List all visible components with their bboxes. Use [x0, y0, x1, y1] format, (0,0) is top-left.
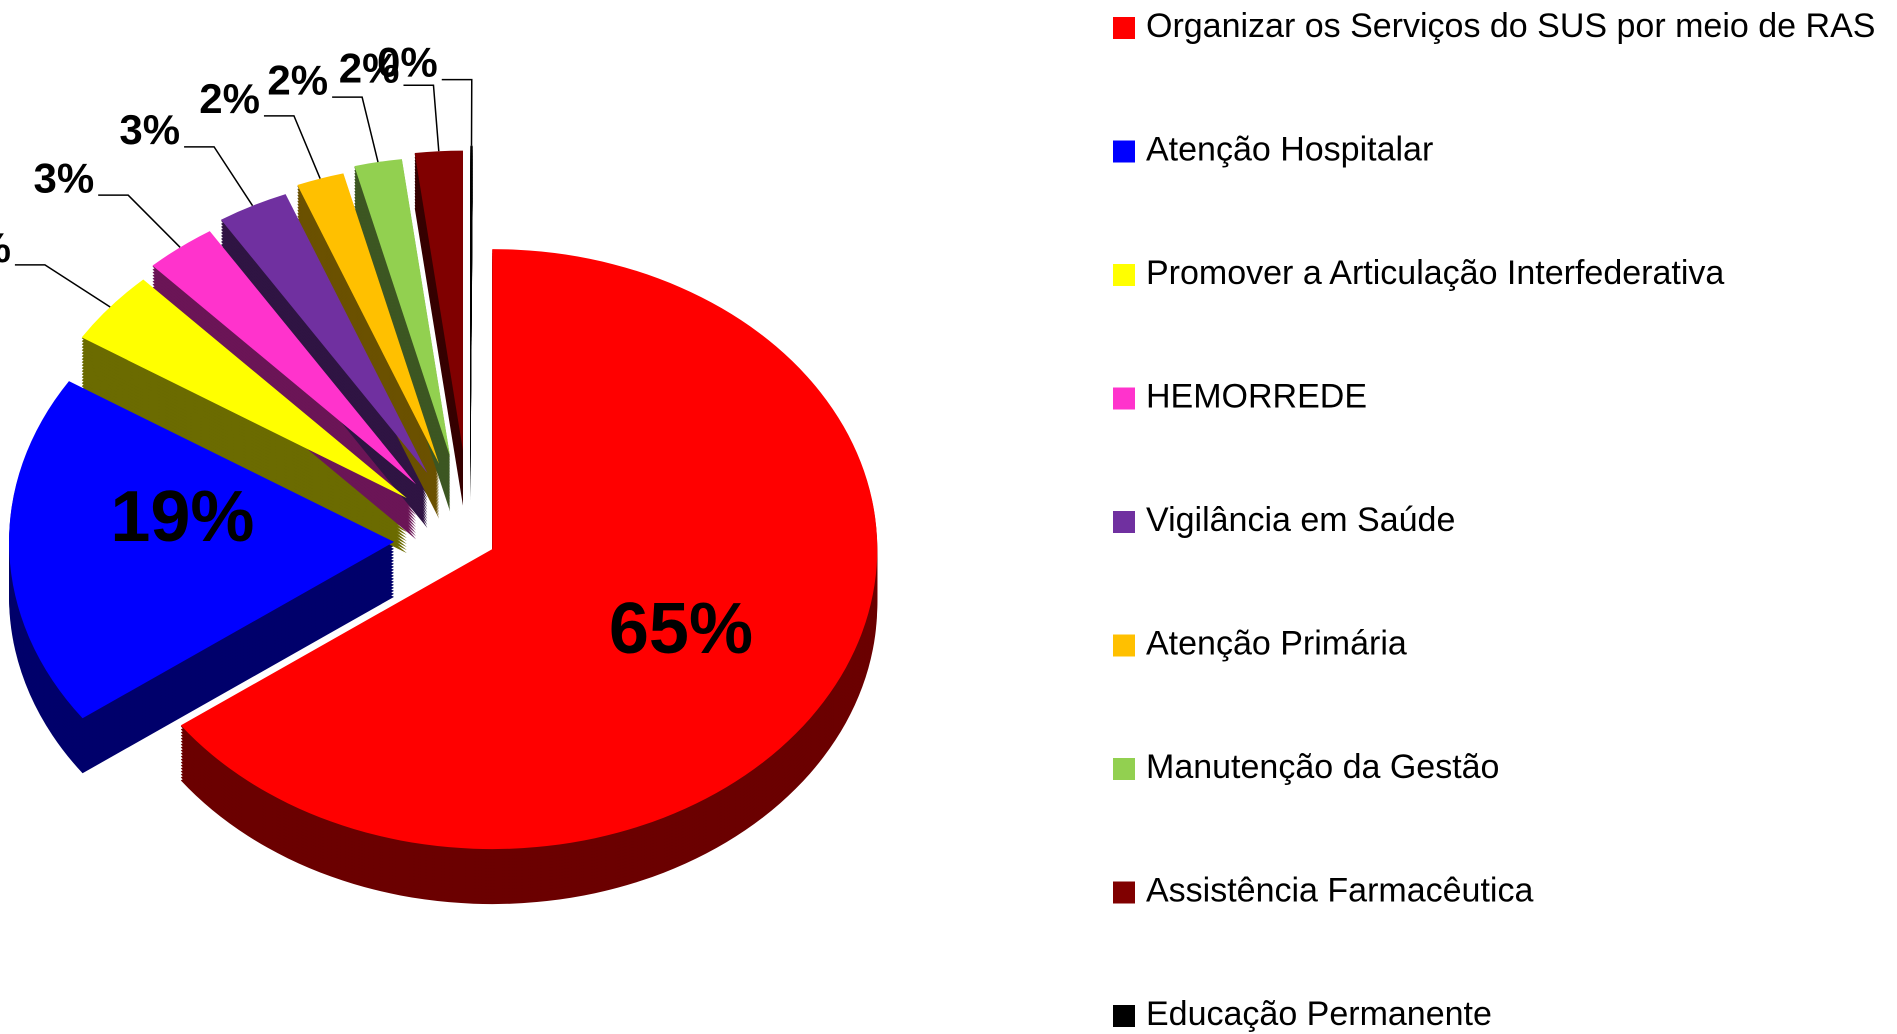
legend-swatch	[1113, 17, 1135, 39]
slice	[81, 279, 407, 499]
data-label: 0%	[377, 39, 438, 86]
slice	[152, 231, 417, 485]
data-label: 4%	[0, 224, 11, 271]
leader-line	[263, 115, 321, 179]
legend-label: Atenção Hospitalar	[1146, 130, 1433, 168]
legend-label: Educação Permanente	[1146, 995, 1492, 1033]
legend-swatch	[1113, 264, 1135, 286]
slice	[470, 145, 473, 446]
slice	[9, 381, 395, 719]
slice	[414, 150, 463, 451]
legend-label: Vigilância em Saúde	[1146, 501, 1455, 539]
legend-label: Manutenção da Gestão	[1146, 748, 1499, 786]
leader-line	[184, 146, 254, 207]
data-label: 2%	[339, 44, 400, 91]
leader-line	[441, 78, 473, 146]
slice	[180, 249, 878, 850]
leader-line	[14, 264, 111, 308]
leader-line	[403, 84, 440, 152]
slice	[221, 194, 428, 473]
slice	[297, 173, 440, 464]
legend-label: Organizar os Serviços do SUS por meio de…	[1146, 7, 1875, 45]
legend-swatch	[1113, 1005, 1135, 1027]
legend-swatch	[1113, 881, 1135, 904]
slice	[354, 159, 451, 457]
leader-line	[98, 194, 181, 248]
data-label: 19%	[110, 477, 254, 557]
leader-line	[332, 96, 379, 163]
data-label: 65%	[609, 589, 753, 669]
data-label: 3%	[119, 106, 180, 153]
legend-swatch	[1113, 758, 1135, 780]
data-label: 2%	[199, 75, 260, 122]
data-label: 3%	[33, 154, 94, 201]
legend-swatch	[1113, 511, 1135, 533]
legend-label: HEMORREDE	[1146, 377, 1367, 415]
data-label: 2%	[267, 56, 328, 103]
legend-swatch	[1113, 634, 1135, 657]
legend-swatch	[1113, 140, 1135, 163]
legend-swatch	[1113, 387, 1135, 410]
legend-label: Assistência Farmacêutica	[1146, 871, 1533, 909]
legend-label: Atenção Primária	[1146, 624, 1407, 662]
legend-label: Promover a Articulação Interfederativa	[1146, 254, 1724, 292]
